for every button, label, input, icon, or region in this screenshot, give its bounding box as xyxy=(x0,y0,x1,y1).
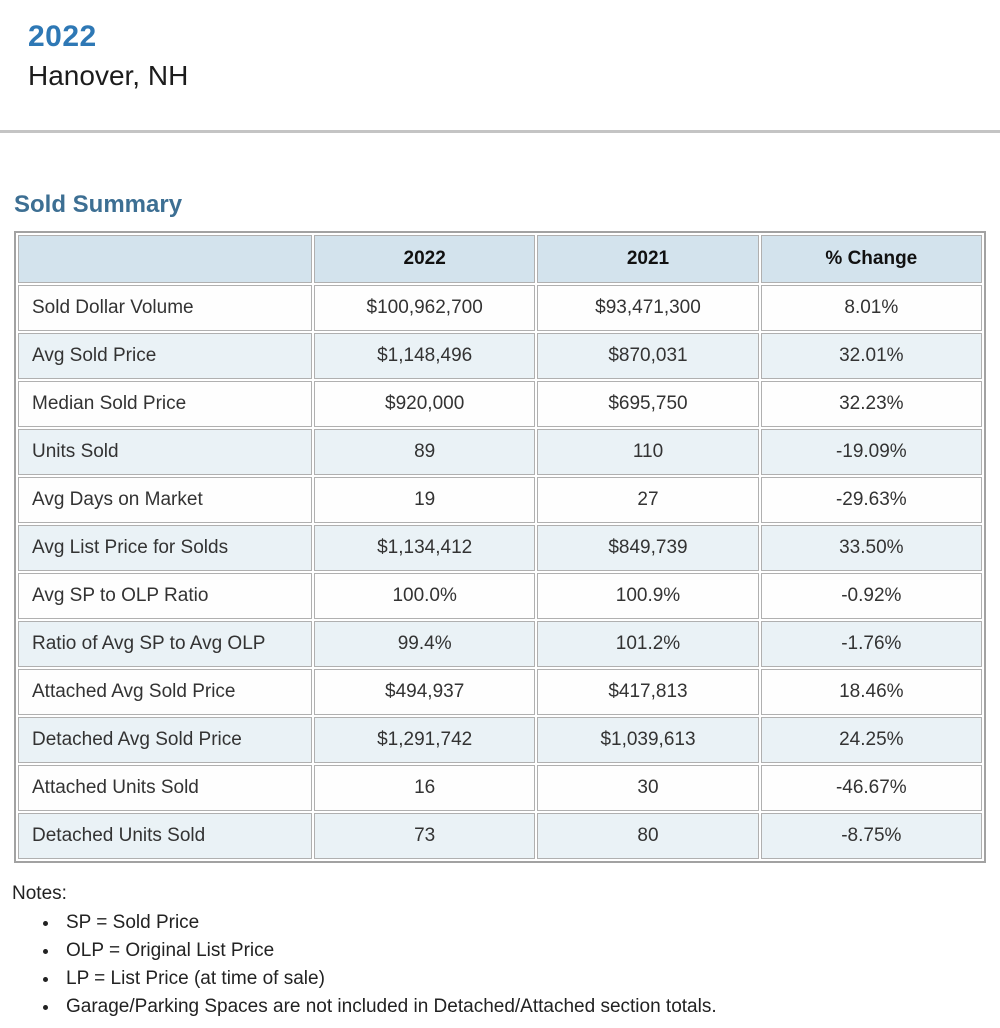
table-header: 2022 2021 % Change xyxy=(18,234,982,283)
row-label: Sold Dollar Volume xyxy=(18,284,312,331)
row-value-percent-change: 18.46% xyxy=(760,668,982,715)
row-value-percent-change: 32.01% xyxy=(760,332,982,379)
row-value-2022: $920,000 xyxy=(314,380,536,427)
row-value-2022: 100.0% xyxy=(314,572,536,619)
report-location: Hanover, NH xyxy=(28,59,189,91)
column-header-2021: 2021 xyxy=(537,234,759,283)
table-row: Avg Sold Price $1,148,496 $870,031 32.01% xyxy=(18,332,982,379)
row-label: Avg SP to OLP Ratio xyxy=(18,572,312,619)
row-value-percent-change: -29.63% xyxy=(760,476,982,523)
note-item: LP = List Price (at time of sale) xyxy=(60,969,1000,988)
row-value-2021: 30 xyxy=(537,764,759,811)
row-label: Avg Sold Price xyxy=(18,332,312,379)
row-value-2022: 89 xyxy=(314,428,536,475)
table-row: Avg Days on Market 19 27 -29.63% xyxy=(18,476,982,523)
row-value-percent-change: 33.50% xyxy=(760,524,982,571)
row-value-2021: $417,813 xyxy=(537,668,759,715)
table-row: Median Sold Price $920,000 $695,750 32.23% xyxy=(18,380,982,427)
notes-section: Notes: SP = Sold Price OLP = Original Lis… xyxy=(12,883,1000,1016)
row-value-2021: 100.9% xyxy=(537,572,759,619)
row-value-2022: $1,148,496 xyxy=(314,332,536,379)
row-value-2022: 16 xyxy=(314,764,536,811)
table-row: Attached Units Sold 16 30 -46.67% xyxy=(18,764,982,811)
note-item: SP = Sold Price xyxy=(60,913,1000,932)
table-row: Attached Avg Sold Price $494,937 $417,813 1… xyxy=(18,668,982,715)
row-label: Ratio of Avg SP to Avg OLP xyxy=(18,620,312,667)
table-row: Ratio of Avg SP to Avg OLP 99.4% 101.2% -1.… xyxy=(18,620,982,667)
note-item: Garage/Parking Spaces are not included i… xyxy=(60,997,1000,1016)
row-value-2021: $870,031 xyxy=(537,332,759,379)
report-header: 2022 Hanover, NH xyxy=(0,0,1000,92)
row-value-percent-change: 8.01% xyxy=(760,284,982,331)
row-value-percent-change: -8.75% xyxy=(760,812,982,859)
header-divider xyxy=(0,129,1000,133)
row-value-percent-change: 24.25% xyxy=(760,716,982,763)
row-label: Units Sold xyxy=(18,428,312,475)
row-label: Attached Avg Sold Price xyxy=(18,668,312,715)
row-label: Attached Units Sold xyxy=(18,764,312,811)
row-value-2022: 99.4% xyxy=(314,620,536,667)
row-value-2022: $1,134,412 xyxy=(314,524,536,571)
column-header-blank xyxy=(18,234,312,283)
sold-summary-table: 2022 2021 % Change Sold Dollar Volume $10… xyxy=(14,230,986,863)
table-row: Sold Dollar Volume $100,962,700 $93,471,30… xyxy=(18,284,982,331)
row-value-2021: $1,039,613 xyxy=(537,716,759,763)
table-header-row: 2022 2021 % Change xyxy=(18,234,982,283)
row-value-percent-change: -19.09% xyxy=(760,428,982,475)
row-value-percent-change: -1.76% xyxy=(760,620,982,667)
notes-list: SP = Sold Price OLP = Original List Price… xyxy=(12,913,1000,1016)
column-header-2022: 2022 xyxy=(314,234,536,283)
row-value-2021: 80 xyxy=(537,812,759,859)
row-value-2022: 19 xyxy=(314,476,536,523)
row-value-percent-change: -46.67% xyxy=(760,764,982,811)
row-value-2021: 110 xyxy=(537,428,759,475)
row-value-2021: 101.2% xyxy=(537,620,759,667)
sold-summary-table-body: Sold Dollar Volume $100,962,700 $93,471,30… xyxy=(18,284,982,859)
row-value-2022: $494,937 xyxy=(314,668,536,715)
row-label: Avg List Price for Solds xyxy=(18,524,312,571)
report-year-title: 2022 xyxy=(28,20,97,53)
column-header-percent-change: % Change xyxy=(760,234,982,283)
table-row: Avg List Price for Solds $1,134,412 $849,7… xyxy=(18,524,982,571)
row-value-2022: 73 xyxy=(314,812,536,859)
row-value-2022: $100,962,700 xyxy=(314,284,536,331)
row-value-2021: 27 xyxy=(537,476,759,523)
row-label: Detached Avg Sold Price xyxy=(18,716,312,763)
row-label: Median Sold Price xyxy=(18,380,312,427)
notes-title: Notes: xyxy=(12,882,67,904)
row-label: Avg Days on Market xyxy=(18,476,312,523)
row-label: Detached Units Sold xyxy=(18,812,312,859)
row-value-percent-change: -0.92% xyxy=(760,572,982,619)
table-row: Units Sold 89 110 -19.09% xyxy=(18,428,982,475)
row-value-2021: $849,739 xyxy=(537,524,759,571)
table-row: Detached Avg Sold Price $1,291,742 $1,039,… xyxy=(18,716,982,763)
row-value-percent-change: 32.23% xyxy=(760,380,982,427)
row-value-2021: $93,471,300 xyxy=(537,284,759,331)
row-value-2021: $695,750 xyxy=(537,380,759,427)
table-row: Avg SP to OLP Ratio 100.0% 100.9% -0.92% xyxy=(18,572,982,619)
row-value-2022: $1,291,742 xyxy=(314,716,536,763)
note-item: OLP = Original List Price xyxy=(60,941,1000,960)
table-row: Detached Units Sold 73 80 -8.75% xyxy=(18,812,982,859)
section-title: Sold Summary xyxy=(14,190,183,218)
